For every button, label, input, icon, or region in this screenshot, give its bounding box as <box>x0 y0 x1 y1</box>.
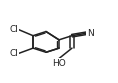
Text: HO: HO <box>52 59 66 67</box>
Text: N: N <box>87 29 93 38</box>
Text: Cl: Cl <box>9 49 18 58</box>
Text: Cl: Cl <box>9 25 18 34</box>
